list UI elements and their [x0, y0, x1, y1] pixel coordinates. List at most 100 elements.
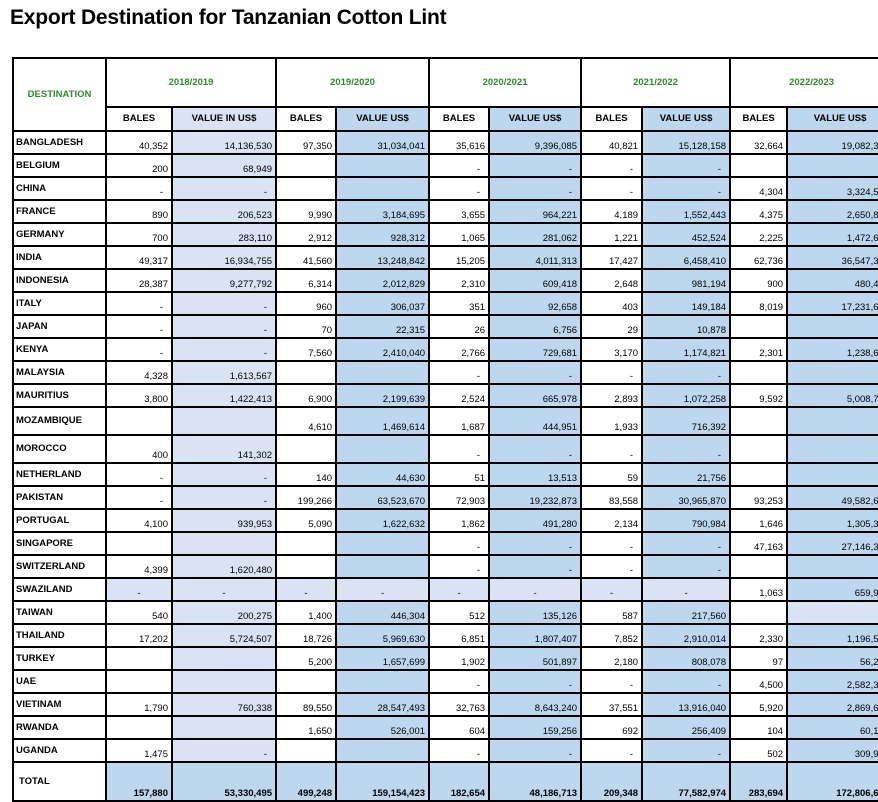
value-cell[interactable]: 1,622,632: [335, 508, 431, 533]
bales-cell[interactable]: 4,100: [105, 508, 173, 533]
value-cell[interactable]: 1,072,258: [641, 383, 732, 408]
bales-cell[interactable]: 51: [428, 462, 491, 487]
value-cell[interactable]: 53,330,495: [170, 761, 278, 802]
value-cell[interactable]: 217,560: [641, 600, 732, 625]
value-cell[interactable]: [786, 554, 878, 579]
bales-cell[interactable]: -: [580, 554, 644, 579]
value-cell[interactable]: [786, 462, 878, 487]
value-cell[interactable]: 256,409: [641, 715, 732, 740]
value-cell[interactable]: 716,392: [641, 406, 732, 436]
value-cell[interactable]: -: [170, 577, 278, 602]
bales-cell[interactable]: -: [105, 337, 173, 362]
value-cell[interactable]: 1,613,567: [170, 360, 278, 385]
bales-cell[interactable]: 62,736: [729, 245, 789, 270]
value-cell[interactable]: 159,154,423: [335, 761, 431, 802]
value-cell[interactable]: 21,756: [641, 462, 732, 487]
bales-cell[interactable]: 2,225: [729, 222, 789, 247]
value-cell[interactable]: 609,418: [488, 268, 583, 293]
bales-cell[interactable]: 3,170: [580, 337, 644, 362]
value-cell[interactable]: [170, 715, 278, 740]
bales-cell[interactable]: -: [428, 360, 491, 385]
value-cell[interactable]: 480,451: [786, 268, 878, 293]
value-cell[interactable]: 281,062: [488, 222, 583, 247]
bales-cell[interactable]: -: [105, 176, 173, 201]
value-cell[interactable]: 659,986: [786, 577, 878, 602]
value-cell[interactable]: [335, 434, 431, 464]
bales-cell[interactable]: [729, 360, 789, 385]
value-cell[interactable]: 1,472,691: [786, 222, 878, 247]
bales-cell[interactable]: -: [428, 554, 491, 579]
value-cell[interactable]: 729,681: [488, 337, 583, 362]
value-cell[interactable]: -: [170, 337, 278, 362]
bales-cell[interactable]: 15,205: [428, 245, 491, 270]
bales-cell[interactable]: [729, 314, 789, 339]
bales-cell[interactable]: 1,646: [729, 508, 789, 533]
value-cell[interactable]: 14,136,530: [170, 130, 278, 155]
bales-cell[interactable]: 2,180: [580, 646, 644, 671]
bales-cell[interactable]: 5,200: [275, 646, 338, 671]
bales-cell[interactable]: [729, 554, 789, 579]
bales-cell[interactable]: 4,304: [729, 176, 789, 201]
bales-cell[interactable]: 182,654: [428, 761, 491, 802]
bales-cell[interactable]: [729, 600, 789, 625]
bales-cell[interactable]: -: [428, 153, 491, 178]
bales-cell[interactable]: 40,821: [580, 130, 644, 155]
value-cell[interactable]: 939,953: [170, 508, 278, 533]
value-cell[interactable]: 6,756: [488, 314, 583, 339]
value-cell[interactable]: -: [170, 485, 278, 510]
bales-cell[interactable]: 604: [428, 715, 491, 740]
bales-cell[interactable]: [105, 715, 173, 740]
value-cell[interactable]: -: [488, 738, 583, 763]
bales-cell[interactable]: 4,500: [729, 669, 789, 694]
value-cell[interactable]: -: [641, 434, 732, 464]
bales-cell[interactable]: -: [105, 314, 173, 339]
bales-cell[interactable]: 2,301: [729, 337, 789, 362]
value-cell[interactable]: 1,238,658: [786, 337, 878, 362]
value-cell[interactable]: [335, 669, 431, 694]
value-cell[interactable]: 27,146,384: [786, 531, 878, 556]
bales-cell[interactable]: -: [580, 738, 644, 763]
value-cell[interactable]: 31,034,041: [335, 130, 431, 155]
bales-cell[interactable]: [275, 153, 338, 178]
bales-cell[interactable]: [729, 434, 789, 464]
bales-cell[interactable]: 692: [580, 715, 644, 740]
bales-cell[interactable]: 89,550: [275, 692, 338, 717]
value-cell[interactable]: 5,724,507: [170, 623, 278, 648]
value-cell[interactable]: 9,277,792: [170, 268, 278, 293]
value-cell[interactable]: 1,469,614: [335, 406, 431, 436]
value-cell[interactable]: 501,897: [488, 646, 583, 671]
value-cell[interactable]: 760,338: [170, 692, 278, 717]
bales-cell[interactable]: 8,019: [729, 291, 789, 316]
bales-cell[interactable]: 17,202: [105, 623, 173, 648]
bales-cell[interactable]: 283,694: [729, 761, 789, 802]
value-cell[interactable]: 159,256: [488, 715, 583, 740]
value-cell[interactable]: -: [641, 153, 732, 178]
bales-cell[interactable]: 7,852: [580, 623, 644, 648]
value-cell[interactable]: -: [488, 360, 583, 385]
value-cell[interactable]: 28,547,493: [335, 692, 431, 717]
bales-cell[interactable]: -: [105, 462, 173, 487]
bales-cell[interactable]: 1,790: [105, 692, 173, 717]
value-cell[interactable]: 1,174,821: [641, 337, 732, 362]
value-cell[interactable]: 306,037: [335, 291, 431, 316]
bales-cell[interactable]: [729, 153, 789, 178]
bales-cell[interactable]: 900: [729, 268, 789, 293]
value-cell[interactable]: -: [641, 554, 732, 579]
bales-cell[interactable]: 1,687: [428, 406, 491, 436]
bales-cell[interactable]: 1,065: [428, 222, 491, 247]
bales-cell[interactable]: [275, 738, 338, 763]
bales-cell[interactable]: 4,610: [275, 406, 338, 436]
value-cell[interactable]: 48,186,713: [488, 761, 583, 802]
value-cell[interactable]: -: [488, 176, 583, 201]
value-cell[interactable]: [786, 406, 878, 436]
bales-cell[interactable]: -: [580, 360, 644, 385]
bales-cell[interactable]: -: [580, 153, 644, 178]
bales-cell[interactable]: 9,990: [275, 199, 338, 224]
bales-cell[interactable]: -: [105, 291, 173, 316]
value-cell[interactable]: 30,965,870: [641, 485, 732, 510]
bales-cell[interactable]: -: [275, 577, 338, 602]
value-cell[interactable]: -: [335, 577, 431, 602]
value-cell[interactable]: 44,630: [335, 462, 431, 487]
bales-cell[interactable]: [105, 646, 173, 671]
bales-cell[interactable]: 3,655: [428, 199, 491, 224]
